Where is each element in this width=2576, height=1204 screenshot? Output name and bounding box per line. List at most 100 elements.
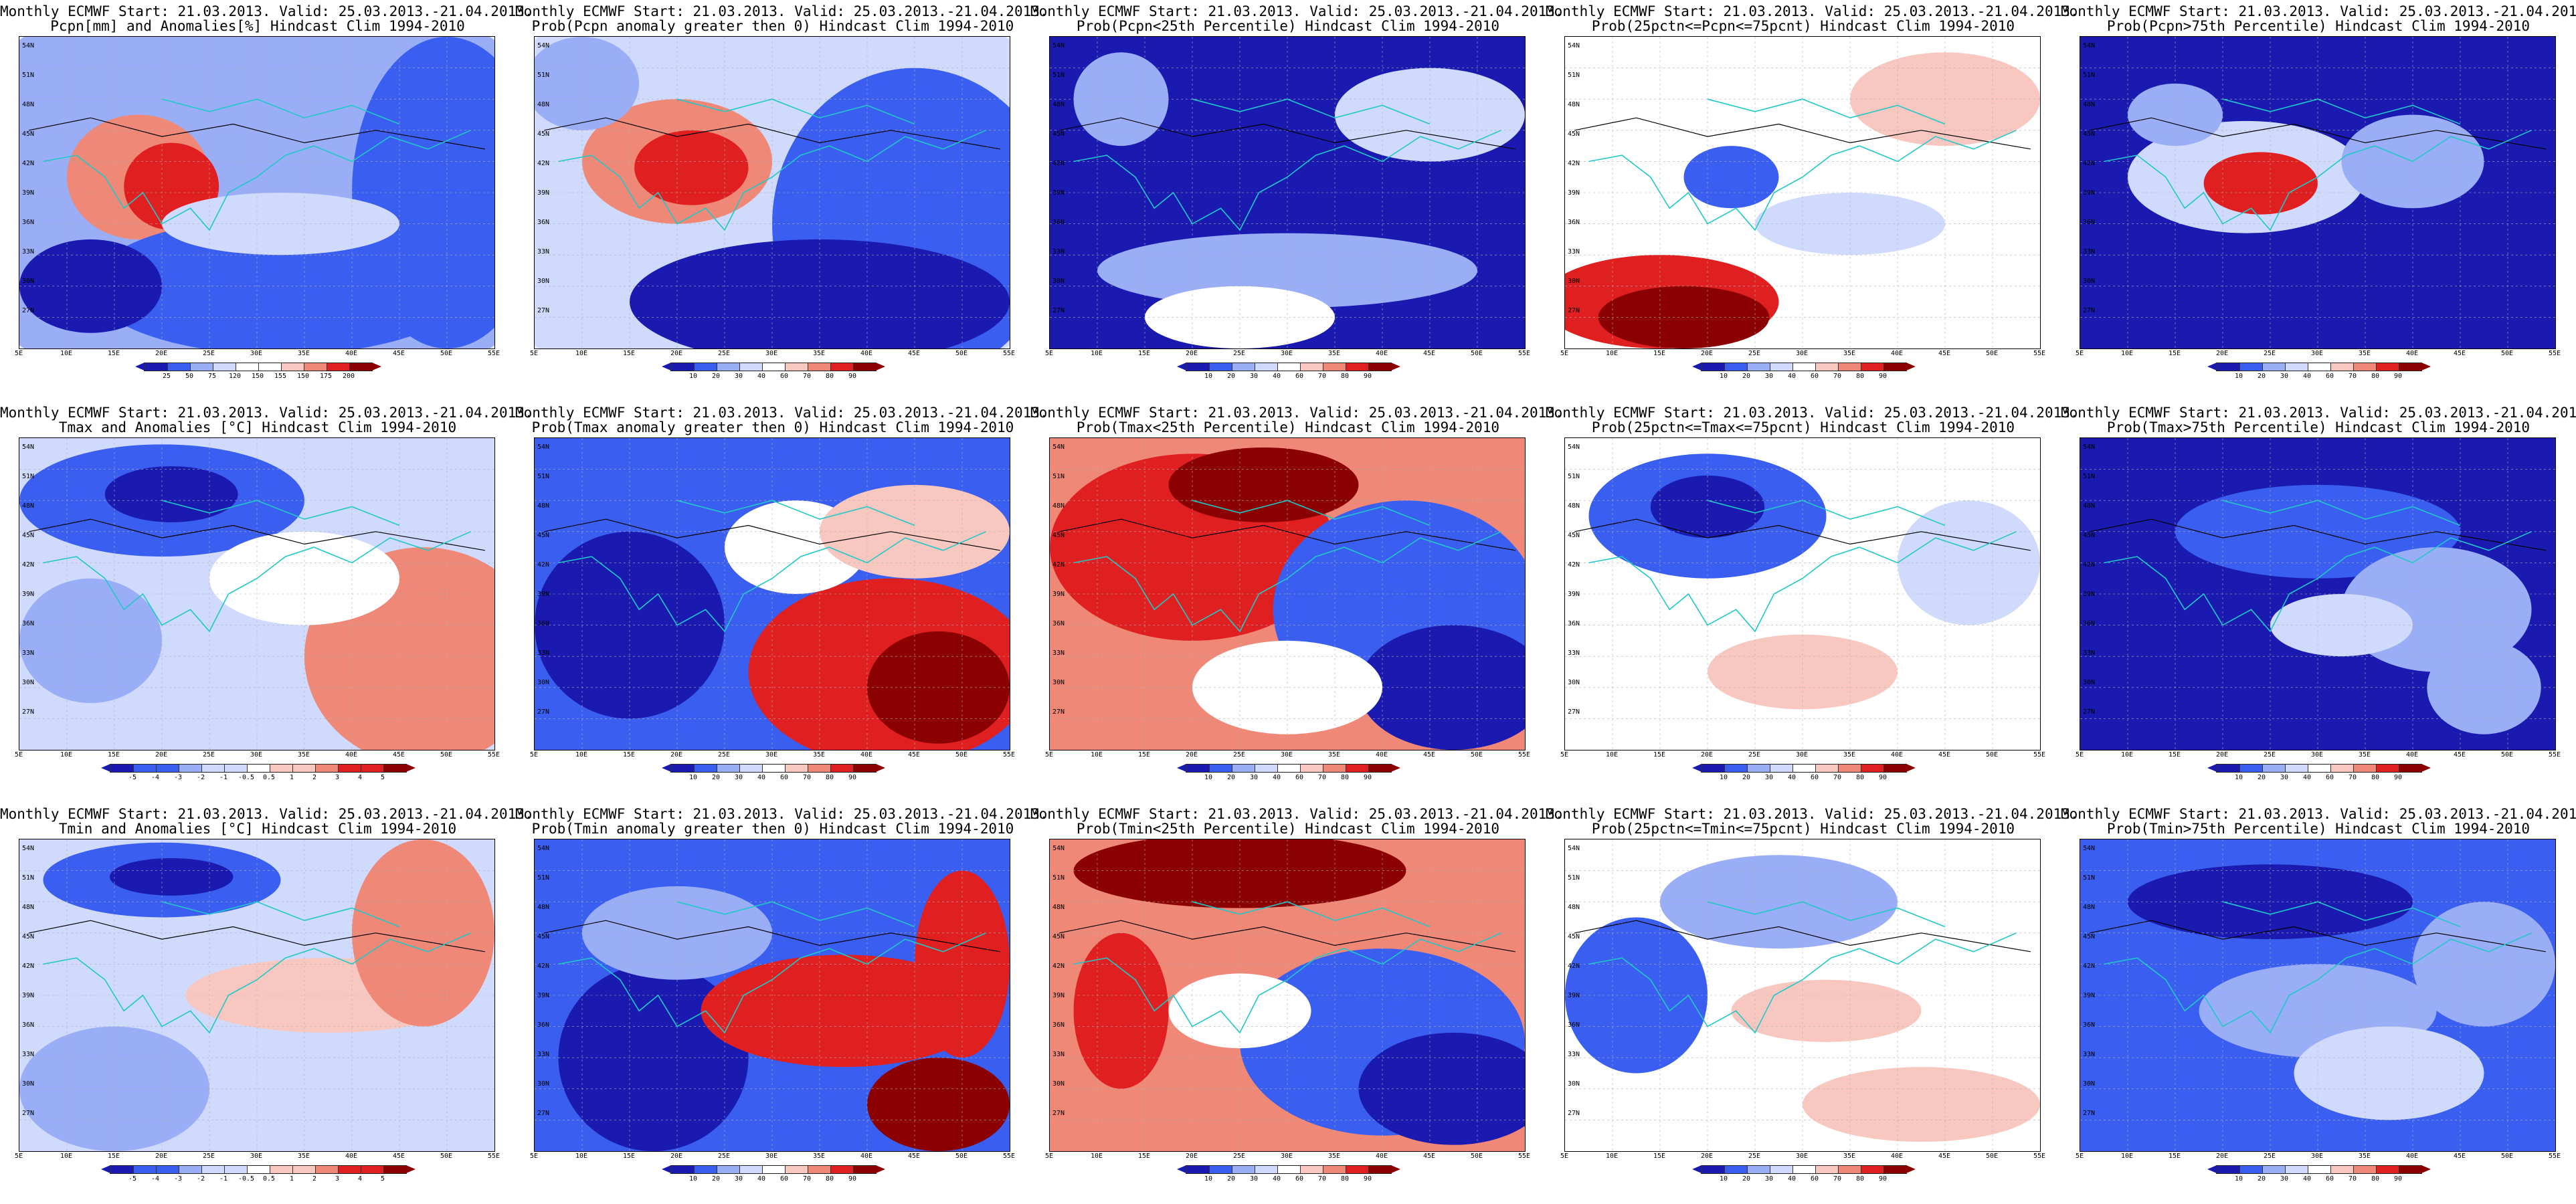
lat-tick-label: 39N (2083, 992, 2096, 999)
colorbar-tick-label: -0.5 (238, 1175, 255, 1183)
lon-tick-label: 25E (202, 350, 215, 357)
panel-title-line2: Prob(Pcpn>75th Percentile) Hindcast Clim… (2106, 18, 2531, 34)
colorbar-segment (1747, 363, 1770, 371)
coastline (2104, 531, 2532, 633)
colorbar-tick-label: 50 (185, 373, 194, 380)
lat-tick-label: 30N (22, 278, 35, 285)
colorbar-segment (1277, 363, 1300, 371)
colorbar-tick-label: 70 (802, 373, 812, 380)
lon-tick-label: 50E (1470, 751, 1483, 759)
lon-tick-label: 45E (1422, 350, 1436, 357)
colorbar-tick-label: 20 (711, 774, 721, 781)
colorbar-segment (1724, 363, 1747, 371)
colorbar-tick-label: 60 (1810, 774, 1819, 781)
lon-tick-label: 30E (1280, 1152, 1293, 1160)
colorbar-segment (281, 363, 304, 371)
field-region (1097, 233, 1477, 308)
colorbar-high-arrow (406, 764, 416, 772)
colorbar-segment (1815, 765, 1838, 772)
map-plot: 54N 51N 48N 45N 42N 39N 36N 33N 30N 27N (19, 437, 495, 750)
lat-tick-label: 27N (1052, 1110, 1065, 1117)
colorbar-tick-label: 40 (1272, 774, 1281, 781)
lon-tick-label: 40E (1890, 1152, 1904, 1160)
colorbar-segment (1209, 1166, 1232, 1173)
lon-tick-label: 20E (1700, 1152, 1714, 1160)
colorbar-tick-label: 30 (734, 1175, 743, 1183)
colorbar-tick-label: -5 (128, 774, 137, 781)
colorbar-tick-label: 80 (1340, 373, 1350, 380)
lat-tick-label: 36N (2083, 219, 2096, 226)
lat-tick-label: 54N (1568, 42, 1580, 49)
lat-tick-label: 54N (2083, 443, 2096, 451)
colorbar-segment (1323, 363, 1346, 371)
lat-tick-label: 51N (1568, 72, 1580, 79)
colorbar-low-arrow (662, 764, 671, 772)
field-region (2270, 594, 2413, 657)
colorbar-segment (1368, 363, 1391, 371)
lat-tick-label: 42N (1568, 160, 1580, 167)
coastline (1192, 98, 1431, 125)
map-plot: 54N 51N 48N 45N 42N 39N 36N 33N 30N 27N (1049, 839, 1526, 1152)
colorbar-tick-label: 10 (688, 1175, 698, 1183)
lon-tick-label: 10E (2120, 350, 2134, 357)
lat-tick-label: 33N (537, 649, 550, 657)
map-plot: 54N 51N 48N 45N 42N 39N 36N 33N 30N 27N (1564, 36, 2041, 349)
lat-tick-label: 39N (2083, 189, 2096, 197)
panel-title-line1: Monthly ECMWF Start: 21.03.2013. Valid: … (2061, 3, 2576, 19)
lat-tick-label: 54N (1568, 845, 1580, 852)
forecast-panel: Monthly ECMWF Start: 21.03.2013. Valid: … (515, 0, 1048, 401)
colorbar-segment (179, 765, 201, 772)
lon-tick-label: 45E (1938, 1152, 1951, 1160)
colorbar-segment (1346, 363, 1368, 371)
coastline (43, 130, 471, 231)
lon-tick-label: 30E (2310, 1152, 2324, 1160)
lat-tick-label: 30N (1052, 679, 1065, 686)
colorbar-tick-label: 90 (1878, 774, 1888, 781)
colorbar-tick-label: 10 (1719, 774, 1728, 781)
colorbar-segment (133, 1166, 156, 1173)
lat-tick-label: 42N (22, 561, 35, 569)
lon-tick-label: 55E (487, 1152, 500, 1160)
colorbar-tick-label: 2 (312, 1175, 317, 1183)
colorbar-tick-label: 70 (1833, 1175, 1842, 1183)
lat-tick-label: 45N (22, 130, 35, 138)
colorbar-tick-label: 20 (711, 373, 721, 380)
colorbar-segment (236, 363, 258, 371)
lat-tick-label: 48N (1052, 101, 1065, 108)
colorbar-tick-label: 90 (2393, 373, 2403, 380)
panel-title-line1: Monthly ECMWF Start: 21.03.2013. Valid: … (1546, 806, 2079, 822)
lon-tick-label: 35E (2358, 1152, 2371, 1160)
colorbar-tick-label: 40 (1787, 1175, 1797, 1183)
coastline (1588, 932, 2017, 1034)
colorbar-tick-label: -2 (196, 774, 205, 781)
lon-tick-label: 5E (529, 751, 539, 759)
colorbar-segment (739, 765, 762, 772)
lon-tick-label: 15E (622, 350, 636, 357)
lon-tick-label: 15E (1653, 350, 1666, 357)
colorbar-tick-label: -0.5 (238, 774, 255, 781)
lat-tick-label: 45N (537, 130, 550, 138)
lon-tick-label: 10E (2120, 751, 2134, 759)
map-field-svg (1050, 37, 1525, 348)
lon-tick-label: 30E (1795, 350, 1809, 357)
lon-tick-label: 45E (2453, 751, 2466, 759)
colorbar-low-arrow (2207, 764, 2217, 772)
lat-tick-label: 36N (1568, 219, 1580, 226)
panel-title-line2: Prob(Pcpn<25th Percentile) Hindcast Clim… (1076, 18, 1500, 34)
map-plot: 54N 51N 48N 45N 42N 39N 36N 33N 30N 27N (2080, 437, 2556, 750)
colorbar-segment (830, 1166, 853, 1173)
colorbar-tick-label: 30 (734, 373, 743, 380)
colorbar-tick-label: 0.5 (262, 1175, 276, 1183)
coastline (1588, 531, 2017, 633)
lon-tick-label: 45E (1938, 350, 1951, 357)
colorbar-tick-label: 40 (1787, 373, 1797, 380)
colorbar-tick-label: 80 (2371, 373, 2380, 380)
lon-tick-label: 20E (2215, 1152, 2229, 1160)
colorbar-tick-label: 60 (1810, 1175, 1819, 1183)
contour-line (29, 518, 485, 551)
colorbar-tick-label: 20 (1226, 1175, 1236, 1183)
panel-title-line2: Prob(25pctn<=Pcpn<=75pcnt) Hindcast Clim… (1591, 18, 2015, 34)
coastline (2104, 932, 2532, 1034)
contour-line (544, 920, 1000, 952)
lat-tick-label: 36N (1052, 219, 1065, 226)
